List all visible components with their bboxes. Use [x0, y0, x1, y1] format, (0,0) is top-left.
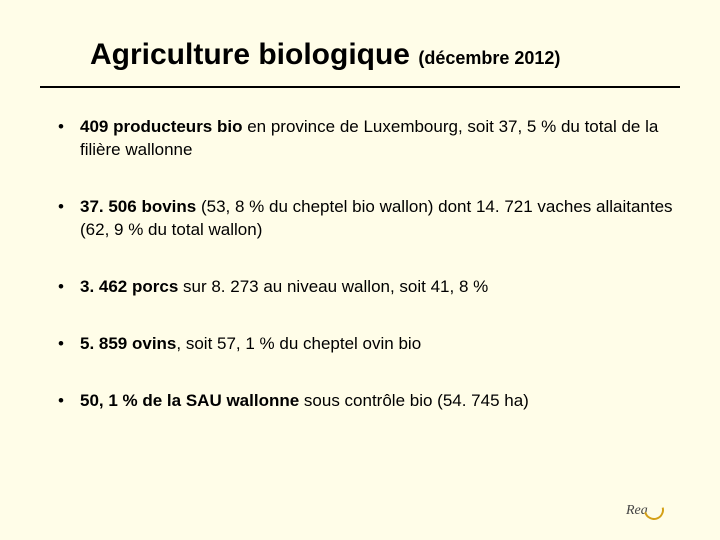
title-sub: (décembre 2012)	[418, 48, 560, 68]
slide: Agriculture biologique (décembre 2012) 4…	[0, 0, 720, 540]
list-item: 3. 462 porcs sur 8. 273 au niveau wallon…	[54, 276, 680, 299]
bullet-bold: 37. 506 bovins	[80, 197, 196, 216]
title-block: Agriculture biologique (décembre 2012)	[40, 38, 680, 82]
bullet-bold: 5. 859 ovins	[80, 334, 176, 353]
bullet-text: , soit 57, 1 % du cheptel ovin bio	[176, 334, 421, 353]
title-divider	[40, 86, 680, 88]
bullet-list: 409 producteurs bio en province de Luxem…	[40, 116, 680, 413]
bullet-bold: 3. 462 porcs	[80, 277, 178, 296]
list-item: 50, 1 % de la SAU wallonne sous contrôle…	[54, 390, 680, 413]
bullet-text: sur 8. 273 au niveau wallon, soit 41, 8 …	[178, 277, 488, 296]
footer-logo: Rea	[626, 496, 690, 526]
logo-swirl-icon	[640, 496, 667, 523]
bullet-bold: 409 producteurs bio	[80, 117, 242, 136]
list-item: 5. 859 ovins, soit 57, 1 % du cheptel ov…	[54, 333, 680, 356]
title-main: Agriculture biologique	[90, 38, 418, 71]
list-item: 37. 506 bovins (53, 8 % du cheptel bio w…	[54, 196, 680, 242]
bullet-text: sous contrôle bio (54. 745 ha)	[299, 391, 529, 410]
list-item: 409 producteurs bio en province de Luxem…	[54, 116, 680, 162]
bullet-bold: 50, 1 % de la SAU wallonne	[80, 391, 299, 410]
